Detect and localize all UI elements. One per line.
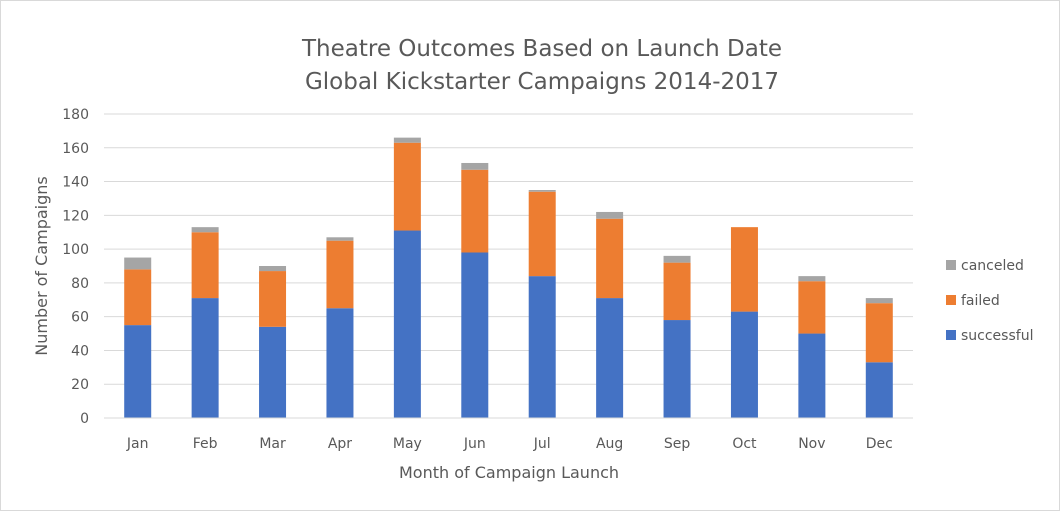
y-tick-label: 160 [62,141,89,157]
bar-successful-jan [124,325,152,418]
bar-successful-nov [798,333,826,418]
bar-failed-feb [191,232,219,299]
x-tick-label: Nov [798,436,825,452]
y-tick-label: 140 [62,175,89,191]
bar-canceled-apr [326,237,354,241]
x-tick-label: Jun [463,436,486,452]
bar-canceled-jul [528,190,556,192]
bar-successful-apr [326,308,354,418]
x-tick-label: Oct [732,436,757,452]
bar-successful-may [393,230,421,418]
bars [124,137,893,418]
bar-failed-apr [326,240,354,309]
legend-swatch-canceled [946,260,956,270]
legend: canceled failed successful [946,258,1033,344]
bar-canceled-jan [124,257,152,270]
bar-failed-mar [259,271,287,327]
legend-label-failed: failed [961,293,1000,309]
x-tick-label: Sep [664,436,691,452]
chart-title: Theatre Outcomes Based on Launch Date [301,36,782,62]
bar-failed-jan [124,269,152,326]
y-tick-label: 80 [71,276,89,292]
x-tick-label: Feb [193,436,218,452]
y-tick-label: 20 [71,377,89,393]
bar-successful-oct [730,311,758,418]
bar-failed-nov [798,281,826,334]
x-tick-label: Apr [328,436,352,452]
bar-canceled-nov [798,276,826,282]
legend-label-successful: successful [961,328,1033,344]
bar-canceled-dec [865,298,893,304]
x-tick-label: Jul [533,436,551,452]
y-tick-label: 120 [62,208,89,224]
legend-label-canceled: canceled [961,258,1024,274]
bar-failed-sep [663,262,691,321]
y-tick-label: 180 [62,107,89,123]
y-axis-title: Number of Campaigns [32,176,51,355]
x-tick-label: Dec [866,436,893,452]
bar-successful-feb [191,298,219,418]
x-tick-label: Mar [259,436,286,452]
bar-failed-oct [730,227,758,312]
x-tick-label: Jan [126,436,149,452]
y-tick-label: 60 [71,310,89,326]
chart-subtitle: Global Kickstarter Campaigns 2014-2017 [305,69,779,95]
bar-failed-may [393,142,421,231]
y-tick-label: 40 [71,343,89,359]
bar-successful-aug [596,298,624,418]
bar-canceled-sep [663,255,691,263]
bar-failed-dec [865,303,893,363]
bar-successful-jul [528,276,556,418]
bar-canceled-mar [259,266,287,272]
bar-canceled-may [393,137,421,143]
x-tick-label: May [393,436,422,452]
x-axis-title: Month of Campaign Launch [399,463,619,482]
bar-failed-aug [596,218,624,299]
bar-canceled-jun [461,162,489,170]
y-tick-label: 0 [80,411,89,427]
bar-failed-jul [528,191,556,277]
bar-canceled-aug [596,211,624,219]
x-tick-label: Aug [596,436,623,452]
bar-successful-dec [865,362,893,418]
bar-failed-jun [461,169,489,253]
bar-successful-jun [461,252,489,418]
x-axis-ticks: Jan Feb Mar Apr May Jun Jul Aug Sep Oct Nov Dec [126,436,893,452]
y-tick-label: 100 [62,242,89,258]
bar-canceled-feb [191,227,219,233]
legend-swatch-failed [946,295,956,305]
gridlines [104,113,913,385]
y-axis-ticks: 0 20 40 60 80 100 120 140 160 180 [62,107,89,427]
bar-successful-mar [259,326,287,418]
legend-swatch-successful [946,330,956,340]
bar-successful-sep [663,320,691,418]
